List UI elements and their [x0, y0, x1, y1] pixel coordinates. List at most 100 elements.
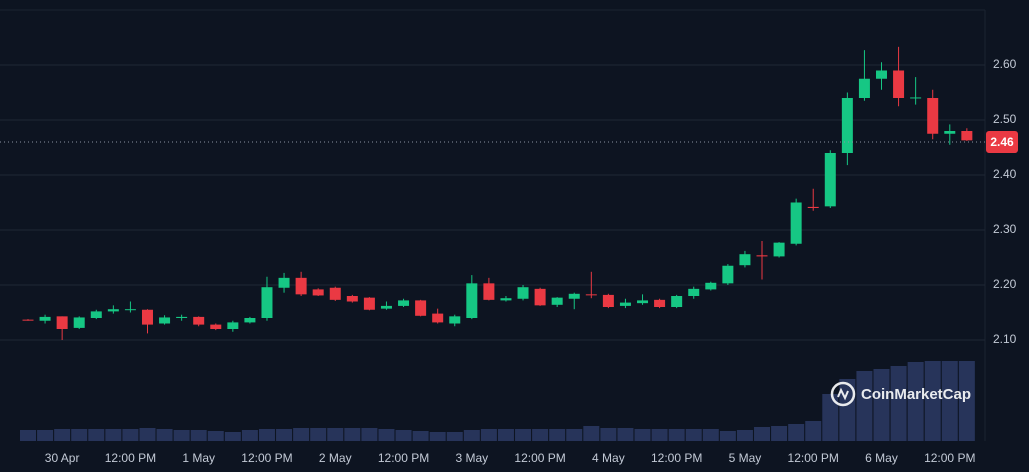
volume-bar [515, 429, 532, 441]
volume-bar [702, 429, 719, 441]
candle-body [380, 305, 392, 309]
candle [141, 309, 153, 334]
candle-body [876, 70, 887, 79]
candle [432, 308, 444, 324]
volume-bar [276, 429, 293, 441]
candle [602, 293, 614, 309]
candle-body [295, 277, 307, 295]
volume-bar [617, 428, 634, 441]
volume-bar [224, 432, 241, 441]
volume-bar [378, 429, 395, 441]
candle [927, 89, 939, 140]
x-tick-label: 2 May [319, 451, 352, 465]
volume-bar [685, 429, 702, 441]
candle-body [415, 300, 427, 316]
candle-body [176, 316, 188, 318]
candle-body [449, 316, 461, 324]
candle [415, 299, 427, 317]
volume-bar [600, 428, 617, 441]
volume-bar [890, 366, 907, 441]
candle [671, 294, 683, 309]
volume-bar [907, 362, 924, 441]
volume-bar [805, 421, 822, 441]
volume-bar [856, 371, 873, 441]
candle-body [568, 293, 580, 299]
candle [295, 271, 307, 296]
candle-body [756, 255, 768, 257]
volume-bar [532, 429, 549, 441]
candle-body [961, 131, 973, 141]
candle-body [432, 313, 444, 323]
candle [585, 271, 597, 299]
candle-body [346, 296, 358, 302]
volume-bar [54, 429, 71, 441]
candle-body [654, 299, 666, 307]
candle [176, 314, 188, 321]
y-tick-label: 2.20 [993, 277, 1017, 291]
candle-body [193, 316, 205, 325]
candle [346, 294, 358, 303]
candle-body [56, 316, 68, 329]
x-tick-label: 4 May [592, 451, 625, 465]
volume-bar [822, 394, 839, 441]
volume-bar [190, 430, 207, 441]
candle-body [210, 324, 222, 329]
volume-bar [258, 429, 275, 441]
candle [722, 264, 734, 285]
candle [312, 288, 324, 296]
candle [261, 276, 273, 321]
candle [961, 128, 973, 141]
volume-bar [327, 428, 344, 441]
candle-body [22, 319, 34, 321]
candle [22, 319, 34, 321]
candle-body [39, 316, 51, 321]
candle-body [773, 242, 785, 257]
volume-bar [105, 429, 122, 441]
volume-bar [361, 428, 378, 441]
candle [756, 241, 768, 280]
x-tick-label: 3 May [455, 451, 488, 465]
candle [329, 286, 341, 301]
candle [705, 281, 717, 291]
watermark-logo [830, 381, 856, 407]
x-tick-label: 12:00 PM [514, 451, 565, 465]
x-tick-label: 30 Apr [45, 451, 80, 465]
candle [227, 320, 239, 332]
candle-body [551, 297, 563, 305]
candle [107, 305, 119, 314]
candle-body [688, 288, 700, 296]
candle-body [107, 309, 119, 312]
candle [739, 250, 751, 268]
volume-bar [37, 430, 54, 441]
volume-bar [71, 429, 88, 441]
candle-body [483, 283, 495, 300]
candle [56, 316, 68, 340]
volume-bar [668, 429, 685, 441]
candle [363, 297, 375, 311]
candle [619, 298, 631, 309]
volume-bar [566, 429, 583, 441]
candle-body [927, 98, 939, 134]
candle [500, 296, 512, 302]
candle [193, 316, 205, 327]
volume-bar [788, 424, 805, 441]
candle-body [807, 206, 819, 208]
candle [910, 77, 922, 105]
volume-bar [497, 429, 514, 441]
candle [773, 242, 785, 258]
y-tick-label: 2.30 [993, 222, 1017, 236]
candle [39, 314, 51, 324]
candle [876, 62, 887, 90]
x-tick-label: 12:00 PM [788, 451, 839, 465]
candle-body [705, 282, 717, 290]
volume-bar [583, 426, 600, 441]
candle-body [790, 202, 802, 244]
volume-bar [241, 430, 258, 441]
candle [210, 323, 222, 331]
x-tick-label: 12:00 PM [651, 451, 702, 465]
volume-bar [429, 432, 446, 441]
candle [73, 316, 85, 329]
volume-bar [463, 430, 480, 441]
candle-body [141, 309, 153, 325]
candle [466, 275, 478, 320]
